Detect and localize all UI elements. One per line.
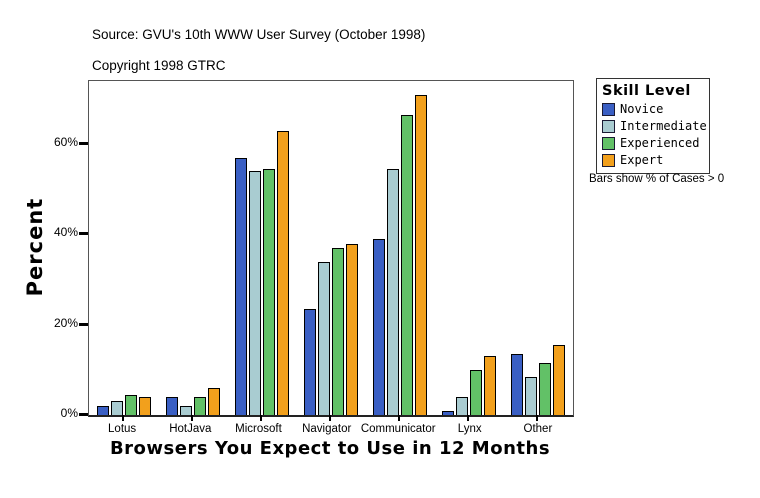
- y-tick-label: 40%: [53, 225, 78, 240]
- bar-novice: [511, 354, 524, 415]
- bar-expert: [553, 345, 566, 415]
- bar-experienced: [193, 396, 206, 415]
- x-tick-cell: [365, 415, 434, 421]
- legend-items: Novice Intermediate Experienced Expert: [602, 102, 707, 167]
- x-tick-mark: [398, 415, 401, 421]
- y-tick-label: 60%: [53, 135, 78, 150]
- legend-swatch-novice: [602, 102, 615, 116]
- bar-expert: [276, 130, 289, 415]
- y-tick-mark: [79, 232, 88, 236]
- bar-experienced: [331, 248, 344, 415]
- x-tick-label: Lotus: [108, 423, 137, 435]
- x-tick-cell: [88, 415, 157, 421]
- bar-intermediate: [248, 171, 261, 415]
- x-tick-mark: [121, 415, 124, 421]
- x-tick-label: Microsoft: [235, 423, 282, 435]
- x-tick-mark: [536, 415, 539, 421]
- x-tick-cell: [226, 415, 295, 421]
- bar-intermediate: [387, 169, 400, 415]
- legend-item-label: Novice: [620, 102, 664, 116]
- y-tick-mark: [79, 142, 88, 146]
- bar-intermediate: [110, 401, 123, 415]
- bar-expert: [415, 94, 428, 415]
- x-tick-label: Navigator: [302, 423, 352, 435]
- bar-intermediate: [317, 261, 330, 415]
- bar-expert: [207, 387, 220, 415]
- bar-novice: [442, 410, 455, 415]
- bar-group: [504, 81, 573, 415]
- bar-experienced: [124, 394, 137, 415]
- x-tick-cell: [157, 415, 226, 421]
- bar-expert: [484, 356, 497, 415]
- legend-swatch-intermediate: [602, 119, 615, 133]
- bar-intermediate: [179, 405, 192, 415]
- legend: Skill Level Novice Intermediate Experience…: [596, 78, 710, 174]
- x-tick-mark: [190, 415, 193, 421]
- y-tick-mark: [79, 322, 88, 326]
- legend-swatch-experienced: [602, 136, 615, 150]
- bar-novice: [96, 405, 109, 415]
- bar-experienced: [539, 363, 552, 415]
- bar-experienced: [470, 369, 483, 415]
- x-tick-cell: [434, 415, 503, 421]
- x-axis-labels: Lotus HotJava Microsoft Navigator Communicat…: [88, 423, 572, 435]
- bar-novice: [303, 308, 316, 415]
- bar-novice: [165, 396, 178, 415]
- bar-novice: [234, 157, 247, 415]
- x-tick-cell: [295, 415, 364, 421]
- legend-swatch-expert: [602, 153, 615, 167]
- x-tick-mark: [467, 415, 470, 421]
- x-tick-mark: [328, 415, 331, 421]
- legend-item: Experienced: [602, 136, 704, 150]
- x-tick-label: Lynx: [457, 423, 482, 435]
- bar-group: [366, 81, 435, 415]
- bar-group: [296, 81, 365, 415]
- bar-novice: [373, 238, 386, 415]
- legend-item: Expert: [602, 153, 704, 167]
- legend-note: Bars show % of Cases > 0: [589, 173, 725, 185]
- legend-item: Intermediate: [602, 119, 707, 133]
- y-tick-label: 0%: [60, 406, 78, 420]
- legend-item-label: Experienced: [620, 136, 700, 150]
- x-tick-label: HotJava: [169, 423, 212, 435]
- bar-group: [435, 81, 504, 415]
- bar-intermediate: [456, 396, 469, 415]
- x-tick-mark: [259, 415, 262, 421]
- legend-item-label: Expert: [620, 153, 664, 167]
- bar-expert: [138, 396, 151, 415]
- bar-experienced: [262, 169, 275, 415]
- legend-item-label: Intermediate: [620, 119, 707, 133]
- bar-intermediate: [525, 376, 538, 415]
- copyright-line: Copyright 1998 GTRC: [92, 58, 226, 73]
- x-tick-label: Other: [523, 423, 553, 435]
- bar-expert: [345, 243, 358, 415]
- bar-group: [158, 81, 227, 415]
- x-axis-title: Browsers You Expect to Use in 12 Months: [109, 438, 551, 459]
- x-tick-label: Communicator: [360, 423, 436, 435]
- bar-group: [227, 81, 296, 415]
- source-line: Source: GVU's 10th WWW User Survey (Octo…: [92, 27, 426, 42]
- x-axis-ticks: [88, 415, 572, 421]
- legend-item: Novice: [602, 102, 704, 116]
- bar-experienced: [401, 114, 414, 415]
- y-tick-label: 20%: [53, 315, 78, 330]
- x-tick-cell: [503, 415, 572, 421]
- plot-area: [88, 80, 574, 417]
- y-tick-mark: [79, 413, 88, 416]
- bar-groups: [89, 81, 573, 415]
- bar-group: [89, 81, 158, 415]
- legend-title: Skill Level: [602, 83, 691, 99]
